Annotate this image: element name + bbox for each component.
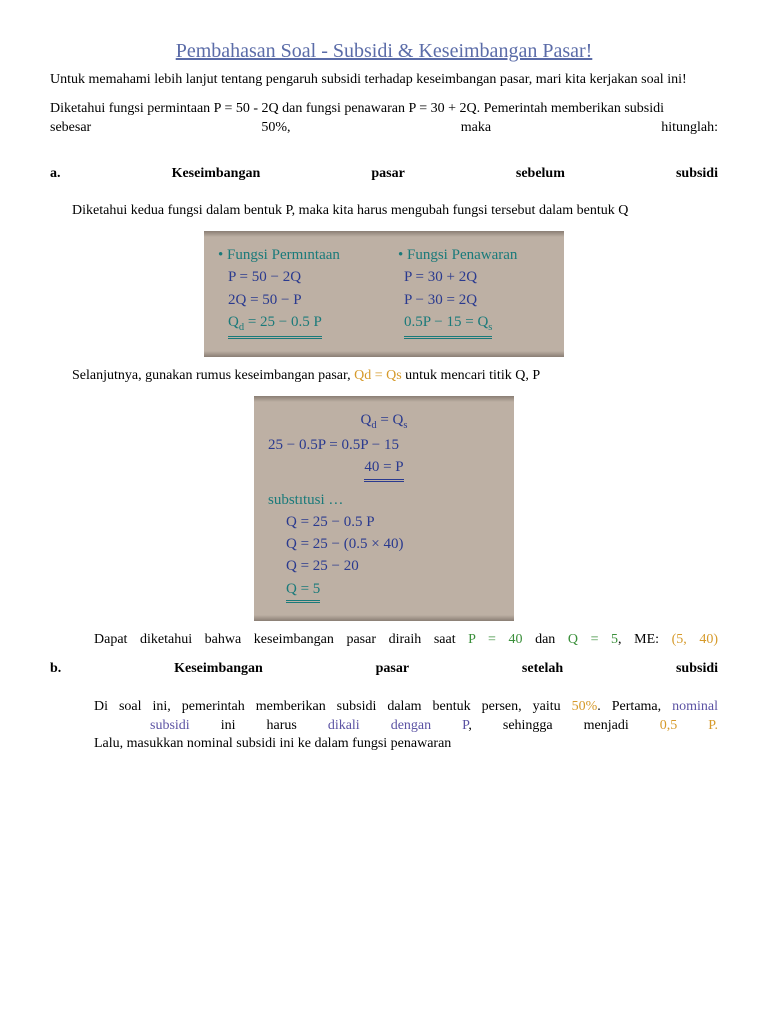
section-a-desc: Diketahui kedua fungsi dalam bentuk P, m…: [50, 202, 718, 221]
note1-right-col: • Fungsi Penawaran P = 30 + 2Q P − 30 = …: [398, 243, 550, 341]
handwritten-note-2: Qd = Qs 25 − 0.5P = 0.5P − 15 40 = P sub…: [254, 396, 514, 621]
section-b-line1: Di soal ini, pemerintah memberikan subsi…: [50, 698, 718, 717]
section-b-line2: subsidi ini harus dikali dengan P, sehin…: [50, 717, 718, 736]
note1-left-col: • Fungsi Permıntaan P = 50 − 2Q 2Q = 50 …: [218, 243, 370, 341]
page-title: Pembahasan Soal - Subsidi & Keseimbangan…: [50, 40, 718, 63]
intro-text: Untuk memahami lebih lanjut tentang peng…: [50, 71, 718, 90]
section-b-line3: Lalu, masukkan nominal subsidi ini ke da…: [50, 735, 718, 754]
section-b-heading: b. Keseimbangan pasar setelah subsidi: [50, 660, 718, 698]
handwritten-note-1: • Fungsi Permıntaan P = 50 − 2Q 2Q = 50 …: [204, 231, 564, 357]
given-line-1: Diketahui fungsi permintaan P = 50 - 2Q …: [50, 100, 718, 119]
section-a-heading: a. Keseimbangan pasar sebelum subsidi: [50, 165, 718, 203]
given-line-2: sebesar 50%, maka hitunglah:: [50, 119, 718, 157]
conclusion-text: Dapat diketahui bahwa keseimbangan pasar…: [50, 631, 718, 650]
mid-text: Selanjutnya, gunakan rumus keseimbangan …: [50, 367, 718, 386]
